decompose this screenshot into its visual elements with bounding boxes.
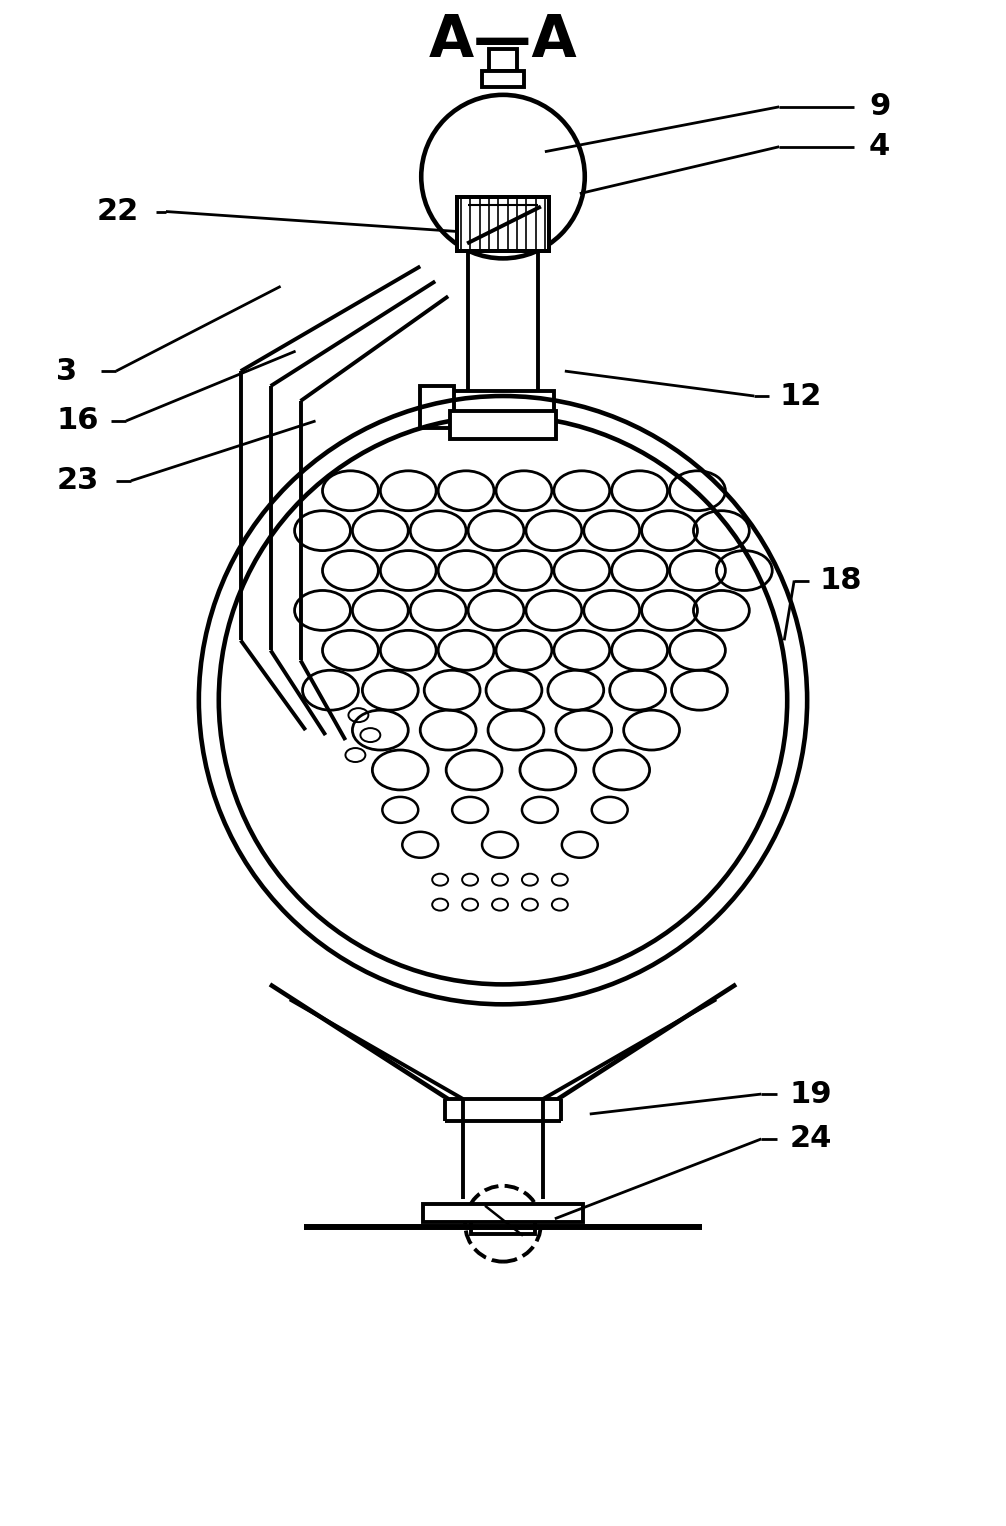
Text: 9: 9 xyxy=(869,92,890,121)
Text: 18: 18 xyxy=(819,566,861,595)
Text: 3: 3 xyxy=(56,357,77,386)
Bar xyxy=(457,197,549,252)
Text: 12: 12 xyxy=(780,382,822,410)
Bar xyxy=(457,197,549,252)
Bar xyxy=(450,410,556,439)
Bar xyxy=(489,49,517,70)
Bar xyxy=(471,1213,535,1233)
Bar xyxy=(421,386,454,427)
Bar xyxy=(424,1204,582,1222)
Text: 19: 19 xyxy=(790,1079,832,1108)
Text: A—A: A—A xyxy=(429,12,577,69)
Text: 23: 23 xyxy=(56,467,99,496)
Bar xyxy=(452,391,554,415)
Text: 24: 24 xyxy=(790,1125,832,1154)
Text: 4: 4 xyxy=(869,133,890,162)
Text: 16: 16 xyxy=(56,406,99,435)
Text: 22: 22 xyxy=(97,197,139,226)
Bar xyxy=(482,70,524,87)
